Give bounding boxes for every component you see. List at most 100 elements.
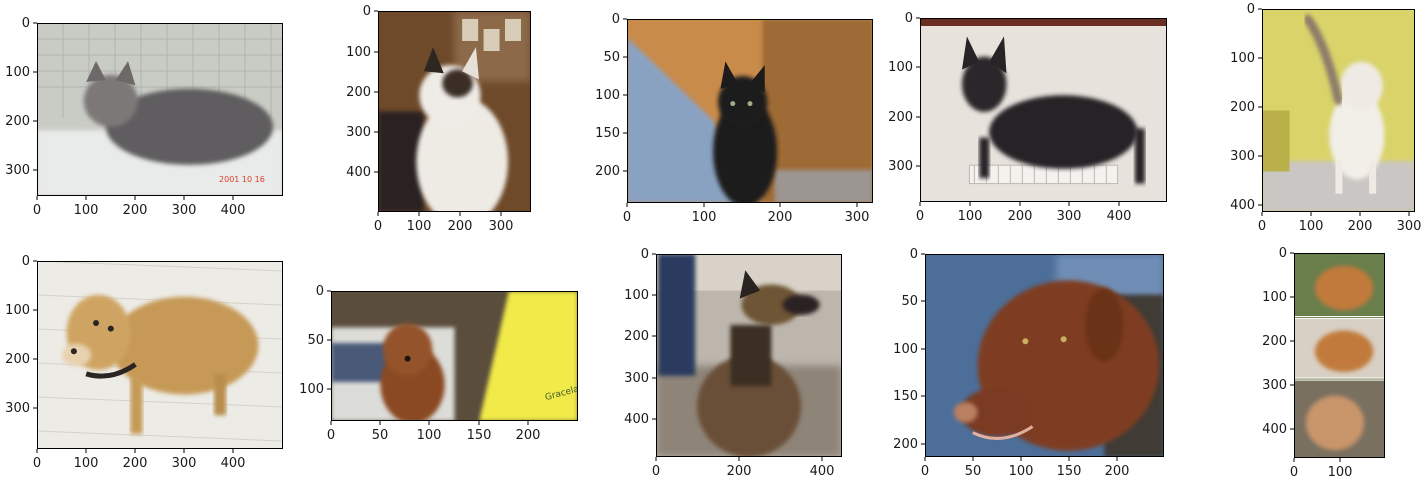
y-tick-label: 100 — [595, 88, 620, 103]
x-tick-label: 100 — [1328, 465, 1353, 480]
image-panel-dog-5: 0 100 0 100 200 300 400 — [1262, 246, 1385, 480]
image-panel-cat-4: 0 100 200 300 400 0 100 200 300 — [888, 11, 1167, 224]
y-tick-label: 0 — [641, 247, 649, 262]
y-tick-label: 200 — [1262, 334, 1287, 349]
x-tick-label: 300 — [1057, 209, 1082, 224]
y-tick-label: 100 — [1262, 290, 1287, 305]
x-tick-label: 200 — [727, 464, 752, 479]
cat-head — [83, 74, 138, 127]
x-tick-label: 300 — [489, 219, 514, 234]
image-panel-cat-1: 2001 10 16 0 100 200 300 400 0 100 200 300 — [5, 16, 283, 218]
dog-photo-3 — [1305, 395, 1365, 451]
dog-head — [741, 284, 802, 326]
axes-frame — [925, 254, 1164, 457]
y-tick-label: 200 — [346, 85, 371, 100]
y-tick-label: 300 — [5, 163, 30, 178]
axes-frame — [627, 19, 873, 203]
y-tick-label: 100 — [1230, 51, 1255, 66]
x-tick-label: 0 — [652, 464, 660, 479]
y-tick-label: 100 — [624, 288, 649, 303]
x-tick-label: 0 — [921, 464, 929, 479]
x-tick-label: 150 — [467, 428, 492, 443]
axes-frame — [378, 11, 531, 212]
x-tick-label: 200 — [123, 203, 148, 218]
y-tick-label: 400 — [1262, 422, 1287, 437]
x-tick-label: 100 — [407, 219, 432, 234]
y-tick-label: 100 — [5, 65, 30, 80]
y-tick-label: 100 — [346, 45, 371, 60]
cat-head — [718, 76, 768, 128]
x-tick-label: 100 — [692, 210, 717, 225]
cat-body — [1329, 90, 1385, 180]
x-tick-label: 400 — [221, 456, 246, 471]
image-panel-cat-2: 0 100 200 300 0 100 200 300 400 — [346, 4, 531, 234]
y-tick-label: 200 — [5, 114, 30, 129]
axes-frame — [1262, 9, 1415, 212]
x-tick-label: 200 — [516, 428, 541, 443]
y-tick-label: 200 — [1230, 100, 1255, 115]
image-panel-cat-5: 0 100 200 300 0 100 200 300 400 — [1230, 2, 1421, 234]
x-tick-label: 300 — [845, 210, 870, 225]
photo — [1262, 9, 1415, 212]
x-tick-label: 100 — [1009, 464, 1034, 479]
y-tick-label: 50 — [603, 50, 620, 65]
photo — [378, 11, 531, 212]
y-tick-label: 200 — [595, 164, 620, 179]
y-tick-label: 0 — [612, 12, 620, 27]
y-tick-label: 100 — [888, 60, 913, 75]
y-tick-label: 150 — [595, 126, 620, 141]
y-tick-label: 100 — [5, 303, 30, 318]
y-tick-label: 0 — [22, 16, 30, 31]
image-panel-dog-3: 0 200 400 0 100 200 300 400 — [624, 247, 842, 479]
y-tick-label: 300 — [5, 401, 30, 416]
x-tick-label: 150 — [1057, 464, 1082, 479]
y-tick-label: 150 — [893, 389, 918, 404]
photo — [37, 261, 283, 449]
y-tick-label: 400 — [624, 412, 649, 427]
dog-body — [110, 296, 259, 395]
x-tick-label: 50 — [372, 428, 389, 443]
x-tick-label: 100 — [1299, 219, 1324, 234]
photo — [627, 19, 873, 203]
cat-body — [416, 97, 509, 212]
dog-head — [382, 323, 433, 376]
x-tick-label: 0 — [374, 219, 382, 234]
axes-frame — [37, 23, 283, 196]
dog-photo-1 — [1314, 265, 1374, 311]
y-tick-label: 200 — [893, 437, 918, 452]
axes-frame — [331, 291, 578, 421]
y-tick-label: 50 — [901, 294, 918, 309]
x-tick-label: 200 — [1348, 219, 1373, 234]
y-tick-label: 300 — [1262, 378, 1287, 393]
photo-date-stamp: 2001 10 16 — [219, 175, 265, 184]
photo — [920, 18, 1167, 202]
x-tick-label: 300 — [172, 203, 197, 218]
x-tick-label: 50 — [965, 464, 982, 479]
x-tick-label: 400 — [810, 464, 835, 479]
cat-body — [105, 88, 274, 165]
y-tick-label: 50 — [307, 333, 324, 348]
axes-frame — [656, 254, 842, 457]
x-tick-label: 0 — [623, 210, 631, 225]
x-tick-label: 0 — [33, 203, 41, 218]
image-panel-dog-2: Graceland Youth 0 50 100 150 200 0 50 100 — [299, 284, 578, 443]
x-tick-label: 200 — [448, 219, 473, 234]
axes-frame — [37, 261, 283, 449]
y-tick-label: 0 — [1279, 246, 1287, 261]
x-tick-label: 300 — [172, 456, 197, 471]
x-tick-label: 0 — [327, 428, 335, 443]
y-tick-label: 200 — [624, 329, 649, 344]
x-tick-label: 200 — [1008, 209, 1033, 224]
cat-head — [961, 56, 1007, 112]
x-tick-label: 100 — [958, 209, 983, 224]
x-tick-label: 200 — [123, 456, 148, 471]
y-tick-label: 300 — [346, 125, 371, 140]
y-tick-label: 400 — [346, 165, 371, 180]
x-tick-label: 400 — [1107, 209, 1132, 224]
photo — [925, 254, 1164, 457]
y-tick-label: 200 — [5, 352, 30, 367]
y-tick-label: 0 — [22, 254, 30, 269]
y-tick-label: 100 — [893, 342, 918, 357]
x-tick-label: 100 — [74, 456, 99, 471]
